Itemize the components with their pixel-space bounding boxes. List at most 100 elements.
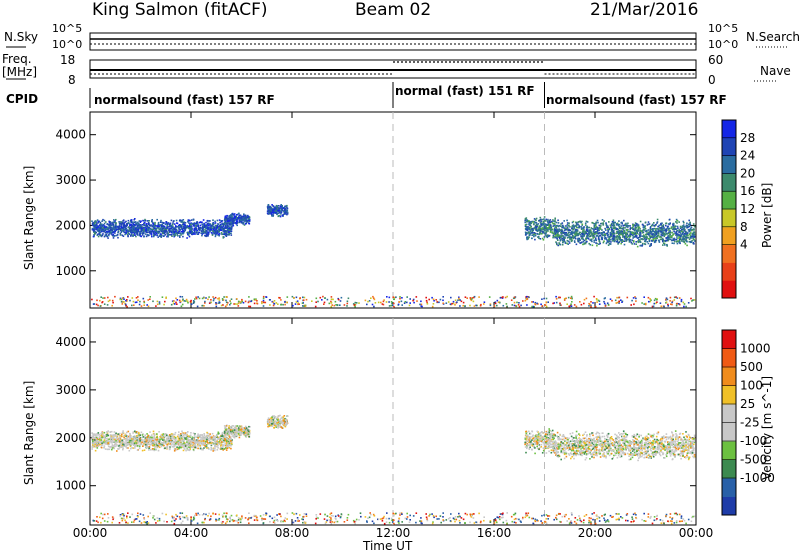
power-scatter-point <box>611 299 613 302</box>
power-scatter-point <box>179 232 181 234</box>
power-scatter-point <box>667 305 669 307</box>
power-scatter-point <box>572 224 575 226</box>
power-scatter-point <box>226 219 229 222</box>
power-scatter-point <box>674 240 676 243</box>
power-scatter-point <box>586 230 589 232</box>
power-scatter-point <box>660 236 662 239</box>
power-scatter-point <box>615 235 618 238</box>
power-scatter-point <box>598 300 601 302</box>
power-scatter-point <box>593 236 596 238</box>
power-scatter-point <box>129 226 132 229</box>
velocity-scatter-point <box>121 446 124 448</box>
power-scatter-point <box>272 301 274 304</box>
power-scatter-point <box>223 227 225 230</box>
power-scatter-point <box>685 233 687 236</box>
power-scatter-point <box>651 239 653 242</box>
power-scatter-point <box>667 227 669 229</box>
power-scatter-point <box>206 231 208 234</box>
power-scatter-point <box>533 232 536 234</box>
velocity-scatter <box>91 414 696 525</box>
power-scatter-point <box>623 236 626 238</box>
power-scatter-point <box>229 220 232 223</box>
power-scatter-point <box>101 228 103 231</box>
power-scatter-point <box>541 237 544 240</box>
power-scatter-point <box>285 210 288 213</box>
power-scatter-point <box>524 225 527 227</box>
power-scatter-point <box>155 232 158 235</box>
power-scatter-point <box>676 225 679 228</box>
power-scatter-point <box>130 229 132 231</box>
power-scatter-point <box>663 305 665 308</box>
power-scatter-point <box>643 236 645 238</box>
power-scatter-point <box>575 234 577 236</box>
power-scatter-point <box>353 304 356 306</box>
power-scatter-point <box>163 230 166 232</box>
power-scatter-point <box>683 225 685 228</box>
power-scatter-point <box>581 237 583 240</box>
power-scatter-point <box>526 221 528 223</box>
power-scatter-point <box>677 233 679 235</box>
velocity-scatter-point <box>95 445 97 448</box>
power-scatter-point <box>543 222 545 225</box>
power-scatter-point <box>659 238 662 241</box>
power-scatter-point <box>614 237 616 240</box>
power-scatter-point <box>653 225 655 227</box>
power-scatter-point <box>99 305 102 307</box>
power-scatter-point <box>691 239 693 242</box>
power-scatter-point <box>334 300 337 303</box>
power-scatter-point <box>135 235 137 238</box>
power-scatter-point <box>210 228 213 231</box>
power-scatter-point <box>123 301 125 303</box>
power-scatter-point <box>639 239 641 241</box>
power-scatter-point <box>256 302 258 304</box>
power-scatter-point <box>640 230 643 232</box>
power-scatter-point <box>586 233 589 235</box>
power-scatter-point <box>547 222 550 224</box>
power-scatter-point <box>524 221 526 224</box>
power-scatter-point <box>166 225 168 227</box>
velocity-scatter-point <box>115 436 118 438</box>
power-scatter-point <box>683 230 686 232</box>
power-scatter-point <box>677 240 679 242</box>
power-scatter-point <box>538 225 541 227</box>
power-scatter-point <box>270 210 273 212</box>
velocity-scatter-point <box>172 435 174 438</box>
power-scatter-point <box>134 224 136 226</box>
power-scatter-point <box>597 299 600 302</box>
power-scatter-point <box>196 233 199 235</box>
power-scatter-point <box>172 300 175 303</box>
power-scatter-point <box>214 220 216 223</box>
power-scatter-point <box>194 233 196 235</box>
power-scatter-point <box>564 237 566 239</box>
power-scatter-point <box>271 204 273 206</box>
power-scatter-point <box>613 227 616 230</box>
power-scatter-point <box>142 224 144 226</box>
power-scatter-point <box>613 240 616 243</box>
power-scatter-point <box>112 225 115 228</box>
power-scatter-point <box>225 218 227 220</box>
power-scatter-point <box>268 211 270 214</box>
power-scatter-point <box>591 234 594 237</box>
power-scatter-point <box>202 226 204 229</box>
power-scatter-point <box>658 241 661 243</box>
power-scatter-point <box>618 238 621 241</box>
velocity-scatter-point <box>157 445 160 447</box>
power-scatter-point <box>127 229 129 232</box>
power-scatter-point <box>637 237 640 239</box>
power-scatter-point <box>154 234 156 236</box>
power-scatter-point <box>101 301 103 304</box>
power-scatter-point <box>583 230 585 232</box>
power-scatter-point <box>583 243 585 245</box>
power-scatter-point <box>627 235 630 237</box>
power-scatter-point <box>114 230 117 232</box>
power-scatter-point <box>346 305 348 307</box>
power-scatter-point <box>245 219 248 222</box>
power-scatter-point <box>184 229 186 231</box>
power-scatter-point <box>576 224 578 226</box>
velocity-scatter-point <box>217 441 219 444</box>
power-scatter-point <box>563 229 566 232</box>
power-scatter-point <box>572 226 575 228</box>
power-scatter-point <box>551 222 554 224</box>
power-scatter-point <box>638 226 641 228</box>
velocity-scatter-point <box>172 433 174 436</box>
